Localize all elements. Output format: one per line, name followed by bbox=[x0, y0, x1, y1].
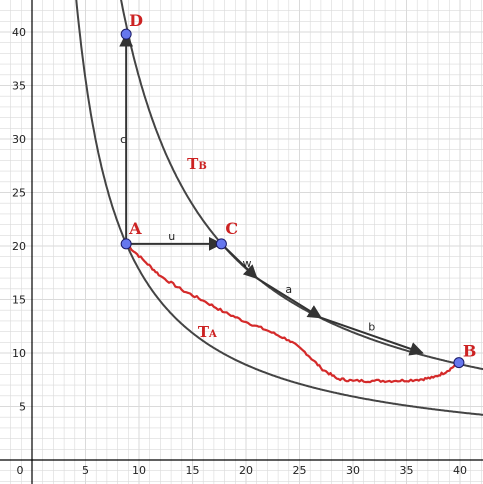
point-label-A: A bbox=[128, 219, 142, 238]
vector-w bbox=[220, 243, 258, 280]
point-label-C: C bbox=[225, 219, 238, 238]
x-tick-label: 10 bbox=[132, 464, 146, 477]
point-label-D: D bbox=[129, 11, 143, 30]
point-B bbox=[453, 357, 465, 369]
isotherm-TA bbox=[75, 0, 483, 416]
vector-label-c: c bbox=[120, 133, 126, 146]
x-tick-label: 25 bbox=[293, 464, 307, 477]
x-tick-label: 15 bbox=[186, 464, 200, 477]
vector-label-w: w bbox=[243, 257, 252, 270]
vector-label-u: u bbox=[168, 230, 175, 243]
x-tick-label: 0 bbox=[17, 464, 24, 477]
vector-b bbox=[320, 316, 424, 356]
y-tick-label: 15 bbox=[12, 294, 26, 307]
points: A B C D bbox=[120, 11, 477, 369]
y-tick-label: 30 bbox=[12, 133, 26, 146]
x-tick-label: 30 bbox=[346, 464, 360, 477]
y-tick-label: 20 bbox=[12, 240, 26, 253]
isotherm-label-TA: TA bbox=[198, 323, 217, 341]
point-C bbox=[215, 238, 227, 250]
point-A bbox=[120, 238, 132, 250]
y-tick-label: 25 bbox=[12, 187, 26, 200]
vector-label-b: b bbox=[368, 320, 375, 333]
point-D bbox=[120, 28, 132, 40]
point-label-B: B bbox=[463, 342, 477, 361]
y-tick-label: 40 bbox=[12, 26, 26, 39]
irregular-path-line bbox=[125, 243, 460, 384]
irregular-path bbox=[125, 243, 460, 384]
isotherm-label-TB: TB bbox=[187, 155, 207, 173]
y-tick-label: 35 bbox=[12, 80, 26, 93]
y-tick-label: 5 bbox=[19, 401, 26, 414]
x-tick-label: 5 bbox=[82, 464, 89, 477]
y-tick-label: 10 bbox=[12, 347, 26, 360]
vector-label-a: a bbox=[285, 283, 292, 296]
vector-a bbox=[256, 277, 323, 319]
x-tick-label: 35 bbox=[400, 464, 414, 477]
vectors: c u w a b bbox=[119, 32, 424, 356]
x-tick-label: 20 bbox=[239, 464, 253, 477]
x-tick-label: 40 bbox=[453, 464, 467, 477]
x-tick-labels: 0 5 10 15 20 25 30 35 40 bbox=[17, 464, 468, 477]
y-tick-labels: 5 10 15 20 25 30 35 40 bbox=[12, 26, 26, 414]
